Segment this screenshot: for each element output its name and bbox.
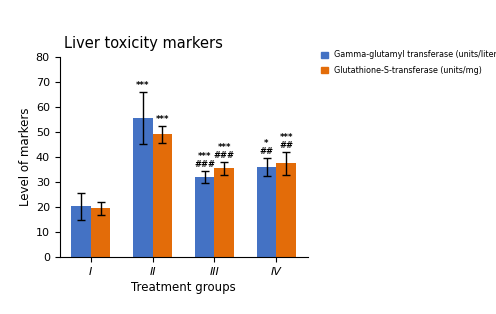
Text: Liver toxicity markers: Liver toxicity markers [64,36,223,51]
X-axis label: Treatment groups: Treatment groups [131,281,236,294]
Bar [71,207,91,257]
Bar [276,163,296,257]
Text: ###: ### [214,151,235,160]
Text: ##: ## [279,141,293,150]
Bar [256,167,276,257]
Y-axis label: Level of markers: Level of markers [18,108,32,206]
Legend: Gamma-glutamyl transferase (units/liter), Glutathione-S-transferase (units/mg): Gamma-glutamyl transferase (units/liter)… [321,51,496,75]
Bar [91,208,111,257]
Text: ***: *** [156,115,169,124]
Bar [153,134,173,257]
Bar [133,118,153,257]
Text: *: * [264,139,269,148]
Text: ###: ### [194,160,215,169]
Text: ##: ## [259,147,273,156]
Text: ***: *** [198,152,211,161]
Bar [194,177,214,257]
Text: ***: *** [218,143,231,152]
Text: ***: *** [280,133,293,142]
Text: ***: *** [136,81,149,90]
Bar [214,168,234,257]
